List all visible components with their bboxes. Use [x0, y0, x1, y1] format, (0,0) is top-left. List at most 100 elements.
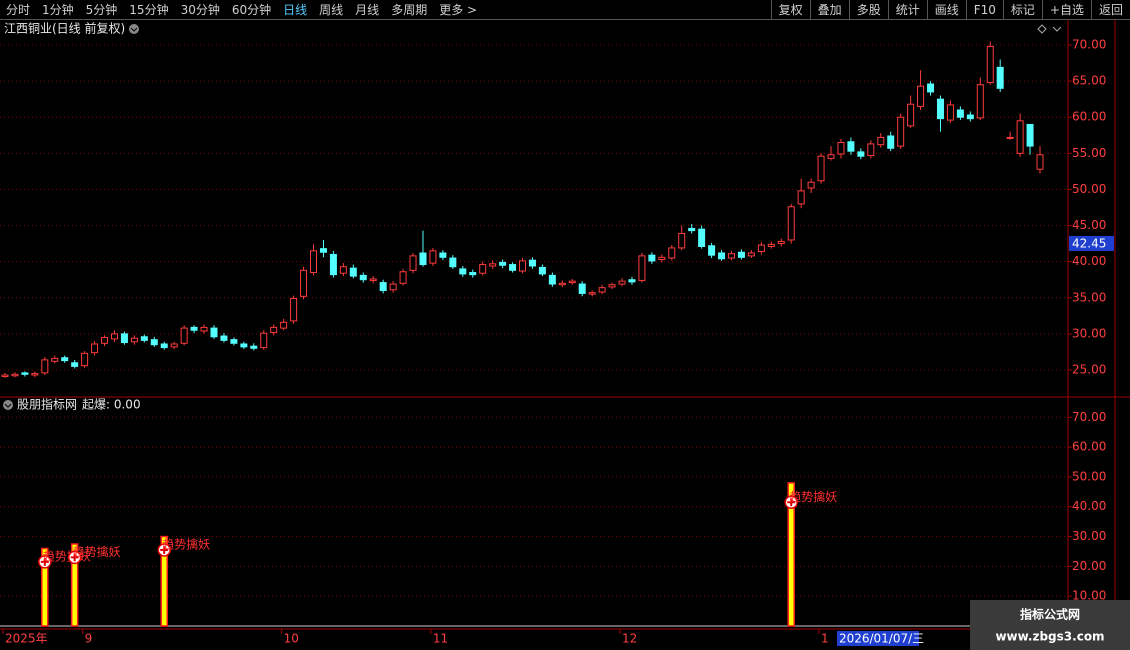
candle-body	[1036, 154, 1044, 170]
candle-body	[857, 151, 865, 157]
candle-body	[757, 244, 765, 253]
candle-body	[966, 114, 974, 120]
title-icon	[129, 24, 139, 34]
candle-body	[180, 327, 188, 344]
candle-body	[1006, 136, 1014, 139]
signal-label: 趋势擒妖	[789, 489, 837, 504]
candle-body	[469, 271, 477, 276]
candle-body	[200, 326, 208, 332]
candle-body	[479, 264, 487, 274]
period-tab[interactable]: 多周期	[391, 3, 428, 17]
candle-body	[847, 141, 855, 152]
period-tab[interactable]: 5分钟	[85, 3, 118, 17]
y-tick-label: 70.00	[1072, 410, 1106, 424]
tool-button[interactable]: +自选	[1041, 0, 1091, 19]
y-tick-label: 45.00	[1072, 218, 1106, 232]
candle-body	[319, 248, 327, 253]
indicator-title: 股朋指标网	[17, 397, 77, 412]
candle-body	[558, 282, 566, 286]
period-tab[interactable]: 周线	[319, 3, 344, 17]
tool-button[interactable]: 标记	[1002, 0, 1042, 19]
tool-button[interactable]: 统计	[887, 0, 927, 19]
candle-body	[71, 362, 79, 367]
signal-label: 趋势擒妖	[162, 536, 210, 551]
candle-body	[548, 274, 556, 285]
y-tick-label: 70.00	[1072, 37, 1106, 51]
period-tabs: 分时 1分钟 5分钟 15分钟 30分钟 60分钟 日线 周线 月线 多周期 更多 >	[0, 0, 483, 19]
tool-button[interactable]: 复权	[770, 0, 810, 19]
y-tick-label: 65.00	[1072, 74, 1106, 88]
period-tab[interactable]: 60分钟	[231, 3, 272, 17]
candle-body	[51, 357, 59, 362]
candle-body	[369, 278, 377, 281]
candle-body	[61, 357, 69, 362]
candle-body	[489, 263, 497, 267]
candle-body	[81, 352, 89, 367]
x-tick-label: 1	[821, 632, 829, 646]
candle-body	[11, 373, 19, 377]
candle-body	[41, 359, 49, 374]
period-tab[interactable]: 日线	[283, 3, 308, 17]
candle-body	[698, 228, 706, 247]
candle-body	[528, 259, 536, 267]
x-tick-label: 2025年	[5, 632, 48, 646]
candle-body	[817, 155, 825, 182]
y-tick-label: 50.00	[1072, 182, 1106, 196]
cursor-date-box	[836, 631, 919, 646]
y-tick-label: 40.00	[1072, 254, 1106, 268]
bar	[41, 547, 49, 627]
indicator-status: 起爆: 0.00	[82, 398, 141, 412]
candle-body	[459, 268, 467, 275]
candle-body	[897, 116, 905, 147]
candle-body	[658, 256, 666, 260]
period-tab[interactable]: 更多 >	[439, 3, 478, 17]
candle-body	[349, 267, 357, 277]
candle-body	[230, 339, 238, 344]
candle-body	[31, 373, 39, 376]
candle-body	[927, 83, 935, 93]
tool-button[interactable]: 画线	[926, 0, 966, 19]
bar	[70, 543, 79, 627]
tool-buttons: 复权 叠加 多股 统计 画线 F10 标记 +自选 返回	[770, 0, 1130, 19]
period-tab[interactable]: 月线	[355, 3, 380, 17]
tool-button[interactable]: 返回	[1090, 0, 1130, 19]
candle-body	[648, 254, 656, 262]
tool-button[interactable]: 叠加	[809, 0, 849, 19]
panel-icon	[4, 403, 12, 408]
candle-body	[389, 283, 397, 291]
candle-body	[210, 327, 218, 338]
candle-body	[578, 283, 586, 294]
candle-body	[827, 154, 835, 159]
candle-body	[409, 255, 417, 271]
y-tick-label: 10.00	[1072, 589, 1106, 603]
candle-body	[140, 336, 148, 341]
candle-body	[668, 247, 676, 259]
candle-body	[777, 240, 785, 245]
candle-body	[160, 343, 168, 349]
bar	[160, 535, 168, 627]
tool-button[interactable]: 多股	[848, 0, 888, 19]
candle-body	[379, 282, 387, 292]
toolbar: 分时 1分钟 5分钟 15分钟 30分钟 60分钟 日线 周线 月线 多周期 更多 > 复权 叠加 多股…	[0, 0, 1130, 20]
candle-body	[787, 206, 795, 241]
candle-body	[300, 269, 308, 297]
candle-body	[260, 332, 268, 349]
candle-body	[1, 374, 9, 377]
period-tab[interactable]: 15分钟	[129, 3, 169, 17]
bar	[787, 482, 795, 627]
period-tab[interactable]: 30分钟	[180, 3, 220, 17]
period-tab[interactable]: 1分钟	[42, 3, 74, 17]
period-tab[interactable]: 分时	[6, 3, 31, 17]
candle-body	[588, 292, 596, 295]
signal-plus	[40, 557, 49, 566]
tool-button[interactable]: F10	[965, 0, 1003, 19]
candle-body	[837, 141, 845, 155]
candle-body	[359, 274, 367, 281]
chevron-icon	[1052, 26, 1062, 32]
watermark-title: 指标公式网	[1020, 607, 1080, 622]
candle-body	[807, 181, 815, 189]
price-marker-box	[1069, 235, 1114, 251]
candle-body	[449, 257, 457, 268]
candle-body	[996, 66, 1004, 89]
